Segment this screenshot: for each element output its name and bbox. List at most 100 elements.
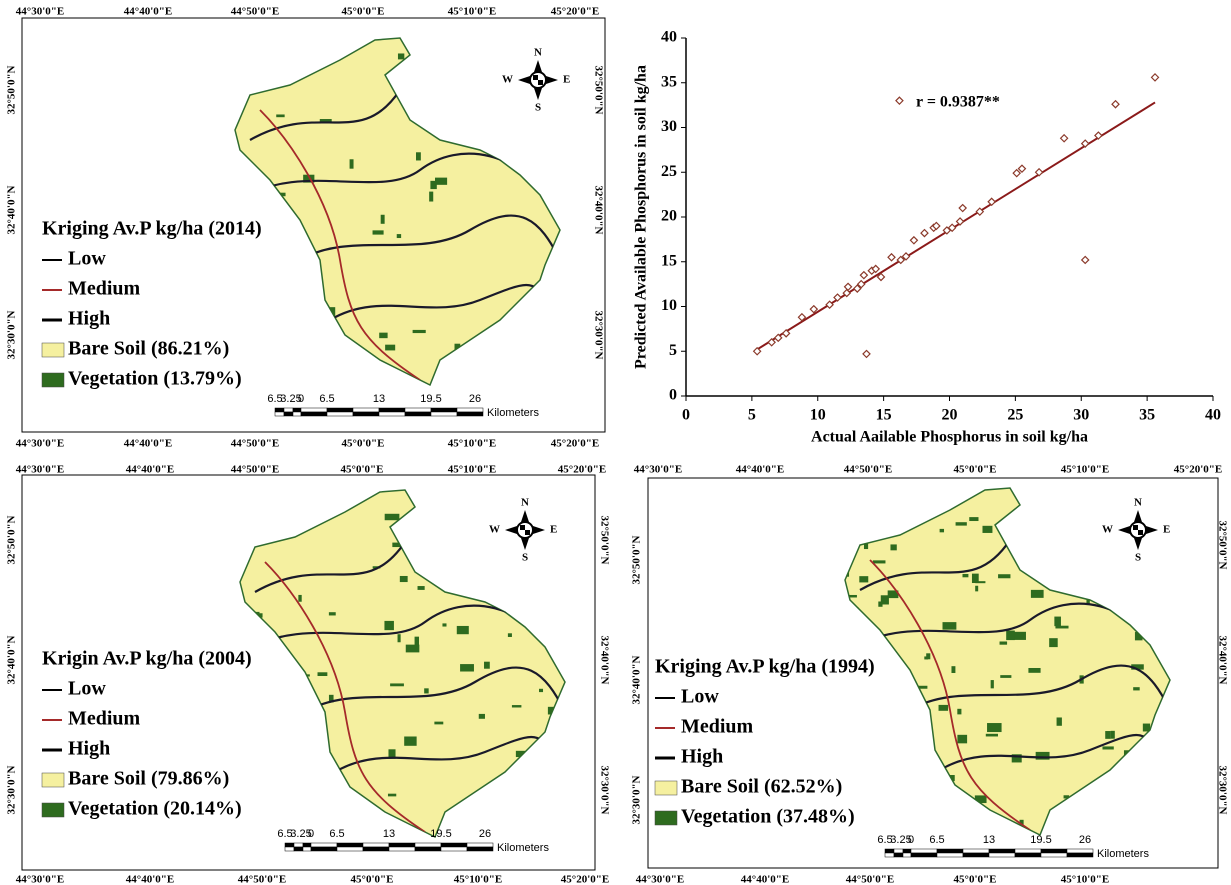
vegetation-patch [328, 694, 334, 703]
scale-unit: Kilometers [487, 407, 539, 419]
scatter-point [975, 207, 985, 216]
scatter-point [955, 217, 965, 226]
scale-segment [378, 411, 406, 417]
scatter-point [1111, 99, 1120, 109]
scale-label: 13 [383, 828, 395, 840]
scale-segment [430, 411, 458, 417]
coord-label: 44°50'0"E [238, 874, 286, 885]
contour-line [909, 664, 1170, 711]
vegetation-patch [939, 528, 945, 533]
x-tick-label: 0 [682, 407, 690, 424]
y-tick-label: 30 [661, 118, 677, 135]
scale-segment [902, 852, 912, 858]
bare-soil [239, 489, 566, 839]
x-tick-label: 40 [1205, 407, 1221, 424]
coord-label: 45°20'0"E [558, 464, 606, 476]
y-tick-label: 25 [661, 163, 677, 180]
vegetation-patch [878, 601, 883, 607]
vegetation-patch [298, 594, 302, 602]
coord-label: 44°50'0"E [846, 874, 894, 885]
vegetation-patch [957, 708, 962, 715]
scatter-point [809, 304, 819, 314]
contour-line [939, 733, 1161, 771]
scatter-point [895, 96, 904, 105]
vegetation-patch [1035, 751, 1050, 760]
scatter-point [896, 255, 906, 265]
coord-label: 45°0'0"E [342, 6, 385, 18]
coord-label: 45°10'0"E [448, 6, 496, 18]
vegetation-patch [987, 723, 1002, 733]
vegetation-patch [379, 332, 388, 339]
scatter-point [752, 346, 762, 356]
scale-segment [336, 846, 364, 852]
legend-label: Low [681, 686, 719, 708]
coord-label: 45°0'0"E [351, 874, 394, 885]
coord-label: 45°20'0"E [561, 874, 609, 885]
legend-label: Vegetation (37.48%) [681, 806, 855, 828]
legend-label: Low [68, 248, 106, 270]
scatter-point [887, 252, 896, 262]
vegetation-patch [456, 625, 469, 635]
coord-label: 32°50'0"N [592, 65, 604, 114]
scale-segment [884, 848, 895, 854]
vegetation-patch [1006, 630, 1015, 641]
contour-line [334, 735, 556, 773]
scatter-point [1080, 139, 1090, 148]
coord-label: 44°50'0"E [231, 438, 279, 450]
vegetation-patch [1102, 746, 1114, 750]
coord-label: 44°40'0"E [124, 438, 172, 450]
legend-symbol [654, 810, 678, 826]
scatter-point [909, 235, 919, 245]
scale-segment [936, 852, 964, 858]
scale-label: 0 [308, 828, 314, 840]
coord-label: 44°30'0"E [16, 438, 64, 450]
coord-label: 32°30'0"N [598, 765, 610, 814]
y-tick-label: 40 [661, 29, 677, 46]
vegetation-patch [349, 159, 354, 169]
coord-label: 44°30'0"E [16, 6, 64, 18]
x-tick-label: 30 [1073, 407, 1089, 424]
x-axis-title: Actual Aailable Phosphorus in soil kg/ha [811, 429, 1088, 446]
coord-label: 45°20'0"E [1174, 464, 1222, 476]
vegetation-patch [429, 191, 434, 202]
bare-soil [234, 37, 561, 387]
coord-label: 45°0'0"E [342, 438, 385, 450]
vegetation-patch [846, 594, 857, 598]
legend-symbol [41, 342, 65, 358]
contour-line [329, 283, 551, 321]
legend-title: Krigin Av.P kg/ha (2004) [42, 648, 252, 670]
scale-segment [988, 848, 1016, 854]
coord-label: 32°40'0"N [631, 655, 643, 704]
compass-center [1133, 525, 1138, 530]
coord-label: 32°30'0"N [592, 310, 604, 359]
coord-label: 44°50'0"E [231, 6, 279, 18]
scatter-point [876, 272, 886, 282]
scale-segment [456, 407, 484, 413]
vegetation-patch [417, 586, 425, 590]
vegetation-patch [917, 685, 928, 689]
coord-label: 45°20'0"E [551, 438, 599, 450]
legend-label: High [68, 738, 110, 760]
scale-segment [466, 842, 494, 848]
vegetation-patch [256, 613, 263, 618]
vegetation-patch [975, 585, 979, 592]
vegetation-patch [1013, 631, 1026, 640]
contour-line [299, 214, 560, 261]
scale-label: 3.25 [890, 834, 911, 846]
scale-segment [388, 846, 416, 852]
scale-segment [1014, 848, 1042, 854]
scale-label: 26 [479, 828, 491, 840]
scale-label: 3.25 [290, 828, 311, 840]
vegetation-patch [539, 688, 544, 693]
y-tick-label: 15 [661, 252, 677, 269]
scatter-point [856, 279, 866, 289]
scale-segment [893, 848, 904, 854]
coord-label: 44°40'0"E [124, 6, 172, 18]
scale-segment [336, 842, 364, 848]
scale-segment [440, 846, 468, 852]
scale-segment [300, 407, 328, 413]
scale-segment [326, 411, 354, 417]
scale-label: 13 [983, 834, 995, 846]
scale-segment [430, 407, 458, 413]
scale-label: 13 [373, 393, 385, 405]
